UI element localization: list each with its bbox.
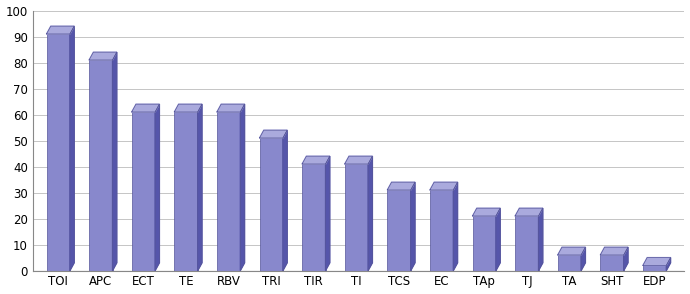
Polygon shape xyxy=(155,104,159,270)
Polygon shape xyxy=(302,156,330,164)
Polygon shape xyxy=(643,258,671,265)
FancyBboxPatch shape xyxy=(217,112,240,270)
FancyBboxPatch shape xyxy=(345,164,368,270)
Polygon shape xyxy=(581,247,585,270)
FancyBboxPatch shape xyxy=(643,265,667,270)
Polygon shape xyxy=(558,247,585,255)
FancyBboxPatch shape xyxy=(387,190,411,270)
FancyBboxPatch shape xyxy=(600,255,624,270)
Polygon shape xyxy=(240,104,244,270)
FancyBboxPatch shape xyxy=(302,164,326,270)
FancyBboxPatch shape xyxy=(132,112,155,270)
Polygon shape xyxy=(326,156,330,270)
Polygon shape xyxy=(345,156,373,164)
Polygon shape xyxy=(70,26,75,270)
Polygon shape xyxy=(132,104,159,112)
Polygon shape xyxy=(496,208,500,270)
Polygon shape xyxy=(411,182,415,270)
Polygon shape xyxy=(387,182,415,190)
Polygon shape xyxy=(430,182,457,190)
FancyBboxPatch shape xyxy=(558,255,581,270)
Polygon shape xyxy=(112,52,117,270)
FancyBboxPatch shape xyxy=(473,216,496,270)
FancyBboxPatch shape xyxy=(430,190,453,270)
Polygon shape xyxy=(259,130,287,138)
Polygon shape xyxy=(368,156,373,270)
Polygon shape xyxy=(600,247,628,255)
Polygon shape xyxy=(175,104,202,112)
FancyBboxPatch shape xyxy=(175,112,198,270)
Polygon shape xyxy=(538,208,543,270)
Polygon shape xyxy=(515,208,543,216)
Polygon shape xyxy=(46,26,75,34)
Polygon shape xyxy=(198,104,202,270)
FancyBboxPatch shape xyxy=(259,138,283,270)
Polygon shape xyxy=(89,52,117,60)
Polygon shape xyxy=(217,104,244,112)
Polygon shape xyxy=(667,258,671,270)
Polygon shape xyxy=(453,182,457,270)
FancyBboxPatch shape xyxy=(515,216,538,270)
Polygon shape xyxy=(624,247,628,270)
FancyBboxPatch shape xyxy=(89,60,112,270)
FancyBboxPatch shape xyxy=(46,34,70,270)
Polygon shape xyxy=(473,208,500,216)
Polygon shape xyxy=(283,130,287,270)
